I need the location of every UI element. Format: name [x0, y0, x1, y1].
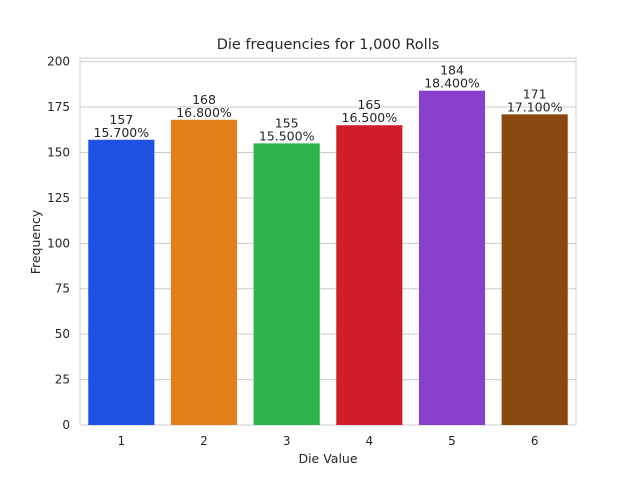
y-tick-label-175: 175	[47, 100, 70, 114]
plot-area-frame	[79, 57, 577, 426]
y-tick-label-200: 200	[47, 55, 70, 69]
data-label-percent-6: 17.100%	[507, 99, 563, 114]
chart-title: Die frequencies for 1,000 Rolls	[217, 37, 440, 53]
data-label-count-4: 165	[357, 97, 381, 112]
bar-3	[253, 143, 320, 425]
data-label-count-6: 171	[523, 86, 547, 101]
x-tick-label-2: 2	[200, 434, 208, 448]
y-tick-label-100: 100	[47, 236, 70, 250]
x-tick-label-3: 3	[283, 434, 291, 448]
data-label-count-5: 184	[440, 63, 464, 78]
bar-2	[170, 119, 238, 425]
x-tick-label-4: 4	[366, 434, 374, 448]
x-tick-label-6: 6	[531, 434, 539, 448]
data-label-count-3: 155	[275, 115, 299, 130]
data-label-percent-3: 15.500%	[259, 128, 315, 143]
data-label-count-1: 157	[109, 112, 133, 127]
y-tick-label-125: 125	[47, 191, 70, 205]
y-axis-ticks: 0 25 50 75 100 125 150 175 200	[47, 55, 70, 432]
y-tick-label-150: 150	[47, 145, 70, 159]
x-tick-label-1: 1	[118, 434, 126, 448]
bar-6	[501, 114, 568, 426]
y-tick-label-25: 25	[55, 373, 70, 387]
data-label-percent-4: 16.500%	[342, 110, 398, 125]
gridlines	[80, 61, 576, 426]
data-label-count-2: 168	[192, 92, 216, 107]
y-tick-label-0: 0	[62, 418, 70, 432]
bar-4	[336, 125, 403, 425]
data-label-percent-1: 15.700%	[94, 125, 150, 140]
bar-5	[418, 90, 486, 425]
y-tick-label-75: 75	[55, 282, 70, 296]
x-tick-label-5: 5	[448, 434, 456, 448]
data-label-percent-5: 18.400%	[424, 76, 480, 91]
bars	[88, 90, 568, 426]
bar-1	[88, 139, 155, 425]
x-axis-ticks: 1 2 3 4 5 6	[118, 434, 539, 448]
x-axis-label: Die Value	[298, 451, 357, 466]
y-axis-label: Frequency	[28, 209, 43, 274]
data-label-percent-2: 16.800%	[176, 105, 232, 120]
y-tick-label-50: 50	[55, 327, 70, 341]
